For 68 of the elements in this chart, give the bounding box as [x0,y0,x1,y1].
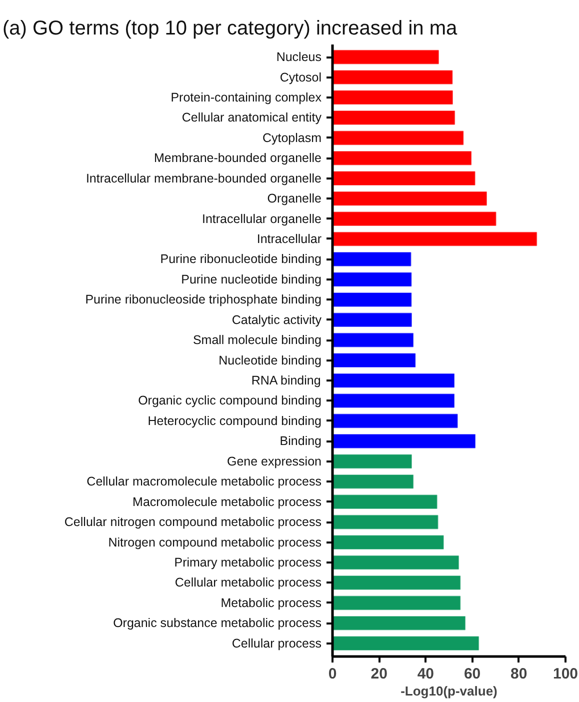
bar [332,292,412,307]
y-tick-label: Nucleotide binding [218,353,322,368]
y-tick-label: Nucleus [276,50,322,64]
bar [332,636,480,651]
bar [332,353,416,368]
bar [332,535,444,550]
y-tick-label: Intracellular organelle [202,212,322,226]
y-tick-label: Catalytic activity [232,312,322,327]
bar [332,414,458,428]
y-tick-label: Small molecule binding [192,333,322,348]
y-tick-label: Purine nucleotide binding [181,272,322,286]
y-tick-label: Organic cyclic compound binding [138,394,322,408]
y-tick-label: Organic substance metabolic process [113,616,322,630]
y-tick-label: Primary metabolic process [174,555,322,570]
bar [332,191,488,206]
bar [332,373,455,388]
bar [332,70,453,84]
x-tick-label: 20 [370,666,388,682]
bar [332,130,464,146]
bar [332,555,460,570]
bar [332,90,453,105]
chart-title: (a) GO terms (top 10 per category) increased in ma [2,18,458,40]
y-tick-label: Membrane-bounded organelle [154,151,322,166]
y-tick-label: Organelle [267,192,322,206]
y-tick-label: Metabolic process [220,596,322,610]
bar [332,212,496,226]
y-tick-label: Protein-containing complex [170,90,322,104]
y-tick-label: Intracellular [256,232,322,246]
bar [332,514,438,530]
bar [332,616,466,630]
y-tick-label: Cellular metabolic process [174,576,322,590]
y-tick-label: Cellular anatomical entity [182,110,322,125]
x-tick-label: 60 [464,666,481,682]
bar [332,434,476,448]
x-tick-label: 80 [510,666,528,682]
bar [332,312,412,328]
x-tick-label: 0 [328,666,337,682]
bar [332,110,456,125]
bar [332,272,412,287]
bar [332,232,538,246]
y-tick-label: Binding [280,434,322,448]
bar [332,171,476,186]
y-tick-label: Cytoplasm [262,130,322,145]
y-tick-label: Purine ribonucleoside triphosphate binding [85,292,322,307]
bar [332,474,414,489]
x-tick-label: 40 [417,666,434,682]
x-axis-title: -Log10(p-value) [400,684,498,698]
bar [332,150,472,166]
y-tick-label: Cytosol [280,70,322,84]
bar [332,576,461,590]
bar [332,454,412,469]
bar [332,394,455,408]
y-tick-label: Heterocyclic compound binding [148,414,322,428]
y-tick-label: Cellular process [232,636,322,650]
y-tick-label: Macromolecule metabolic process [132,494,322,509]
y-tick-label: Cellular macromolecule metabolic process [86,474,322,489]
y-tick-label: Gene expression [227,454,322,468]
bar [332,332,414,348]
y-tick-label: Nitrogen compound metabolic process [108,535,322,550]
y-tick-label: Purine ribonucleotide binding [160,252,322,266]
bar [332,596,461,610]
x-tick-label: 100 [552,666,578,682]
bar [332,50,440,64]
bar [332,252,412,266]
bar [332,494,438,510]
y-tick-label: RNA binding [251,374,321,388]
y-tick-label: Intracellular membrane-bounded organelle [86,171,322,186]
y-tick-label: Cellular nitrogen compound metabolic process [64,515,322,530]
